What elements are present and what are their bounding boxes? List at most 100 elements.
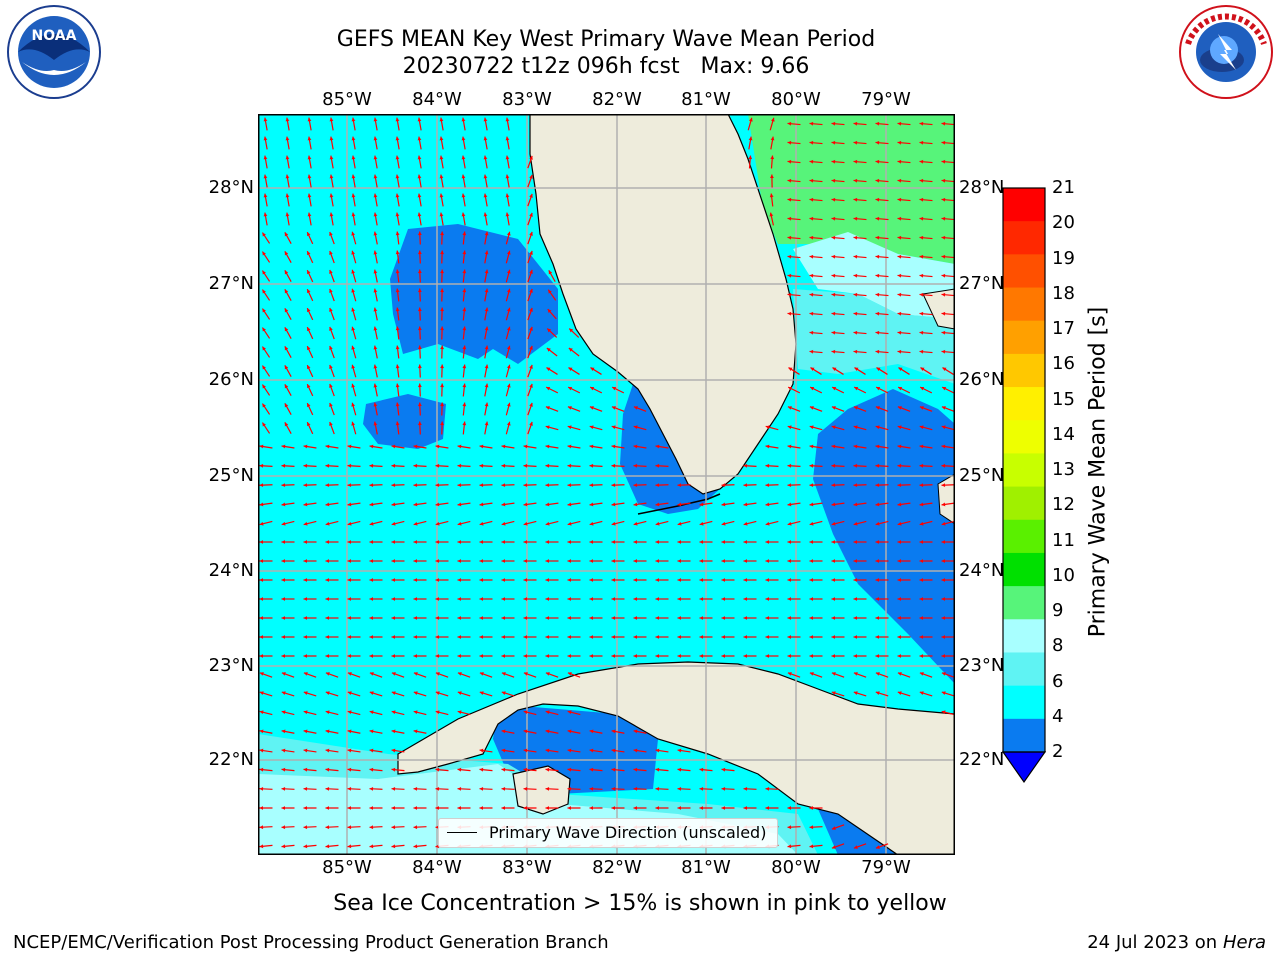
wave-arrow-head [655, 806, 660, 810]
wave-arrow-head [853, 691, 858, 695]
wave-arrow-head [307, 346, 311, 351]
wave-arrow-head [479, 786, 484, 791]
wave-arrow-head [547, 309, 552, 314]
wave-arrow-head [567, 463, 572, 468]
wave-arrow-head [501, 559, 506, 563]
wave-arrow-head [262, 346, 266, 351]
wave-arrow-head [259, 767, 264, 772]
wave-arrow-head [369, 691, 374, 695]
wave-arrow-head [787, 292, 792, 297]
wave-arrow-head [655, 559, 660, 563]
wave-arrow-head [501, 767, 506, 772]
wave-arrow-head [329, 250, 333, 255]
wave-arrow-head [457, 635, 462, 639]
wave-arrow-head [284, 384, 289, 389]
wave-arrow-head [831, 254, 836, 259]
wave-arrow-head [351, 212, 356, 217]
wave-arrow-head [765, 540, 770, 544]
wave-arrow-head [281, 672, 286, 676]
wave-arrow-head [369, 786, 374, 791]
wave-arrow-head [809, 311, 814, 316]
wave-arrow-head [897, 254, 902, 259]
wave-arrow-head [941, 654, 946, 658]
wave-arrow-head [919, 216, 924, 221]
wave-arrow-head [611, 578, 616, 582]
wave-arrow-head [435, 521, 440, 526]
colorbar-segment [1003, 652, 1045, 687]
wave-arrow-head [919, 654, 924, 658]
wave-arrow-head [281, 710, 286, 715]
wave-arrow-head [347, 672, 352, 676]
lon-tick-bottom-85w: 85°W [322, 857, 372, 878]
wave-arrow-head [853, 140, 858, 145]
wave-arrow-head [655, 767, 660, 772]
wave-arrow-head [347, 691, 352, 695]
wave-arrow-head [897, 273, 902, 278]
wave-arrow-head [373, 155, 378, 160]
wave-arrow-head [787, 311, 792, 316]
wave-arrow-head [417, 136, 422, 141]
wave-arrow-head [501, 502, 506, 507]
wave-arrow-head [567, 406, 572, 410]
wave-arrow-head [897, 559, 902, 563]
wave-arrow-head [351, 345, 356, 350]
wave-arrow-head [809, 654, 814, 658]
wave-arrow-head [787, 254, 792, 259]
wave-arrow-head [853, 483, 858, 488]
wave-arrow-head [347, 578, 352, 582]
wave-arrow-head [941, 159, 946, 164]
wave-arrow-head [743, 635, 748, 639]
wave-arrow-head [611, 463, 616, 468]
wave-arrow-head [351, 288, 356, 293]
wave-arrow-head [347, 540, 352, 544]
wave-arrow-head [787, 597, 792, 601]
wave-arrow-head [589, 406, 594, 410]
colorbar-frame [1002, 187, 1046, 753]
wave-arrow-head [457, 616, 462, 620]
wave-arrow-head [875, 254, 880, 259]
wave-arrow-head [589, 597, 594, 601]
wave-arrow-head [395, 383, 400, 388]
wave-arrow-head [505, 155, 510, 160]
wave-arrow-head [303, 578, 308, 582]
wave-arrow-head [853, 178, 858, 183]
wave-arrow-head [567, 559, 572, 563]
wave-arrow-head [809, 349, 814, 354]
wave-arrow-head [347, 635, 352, 639]
lon-tick-bottom-81w: 81°W [681, 857, 731, 878]
wave-arrow-head [413, 825, 418, 830]
wave-arrow-head [875, 425, 880, 430]
lat-tick-right-26n: 26°N [959, 369, 1005, 390]
water-period-2-4-central [390, 224, 558, 364]
wave-arrow-head [413, 844, 418, 849]
wave-arrow-head [721, 483, 726, 488]
wave-arrow-head [351, 155, 356, 160]
wave-arrow-head [373, 307, 378, 312]
wave-arrow-head [677, 578, 682, 582]
wave-arrow-head [897, 691, 902, 695]
wave-arrow-head [765, 444, 770, 449]
wave-arrow-head [369, 710, 374, 715]
wave-arrow-head [369, 654, 374, 658]
wave-arrow-head [395, 212, 400, 217]
wave-arrow-head [941, 521, 946, 526]
wave-arrow-head [462, 383, 467, 388]
wave-arrow-head [523, 540, 528, 544]
wave-arrow-head [505, 193, 510, 198]
wave-arrow-head [479, 559, 484, 563]
wave-arrow-head [329, 421, 333, 426]
wave-arrow-head [699, 578, 704, 582]
wave-arrow-head [897, 349, 902, 354]
wave-arrow-head [395, 307, 400, 312]
wave-arrow-head [413, 616, 418, 620]
wave-arrow-head [875, 159, 880, 164]
colorbar-segment [1003, 586, 1045, 620]
wave-arrow-head [941, 235, 946, 240]
wave-arrow-head [391, 483, 396, 488]
wave-arrow-head [897, 140, 902, 145]
wave-arrow-head [329, 193, 334, 198]
wave-arrow-head [589, 502, 594, 507]
wave-arrow-head [483, 155, 488, 160]
wave-arrow-head [876, 367, 881, 372]
noaa-logo-text: NOAA [32, 28, 77, 44]
